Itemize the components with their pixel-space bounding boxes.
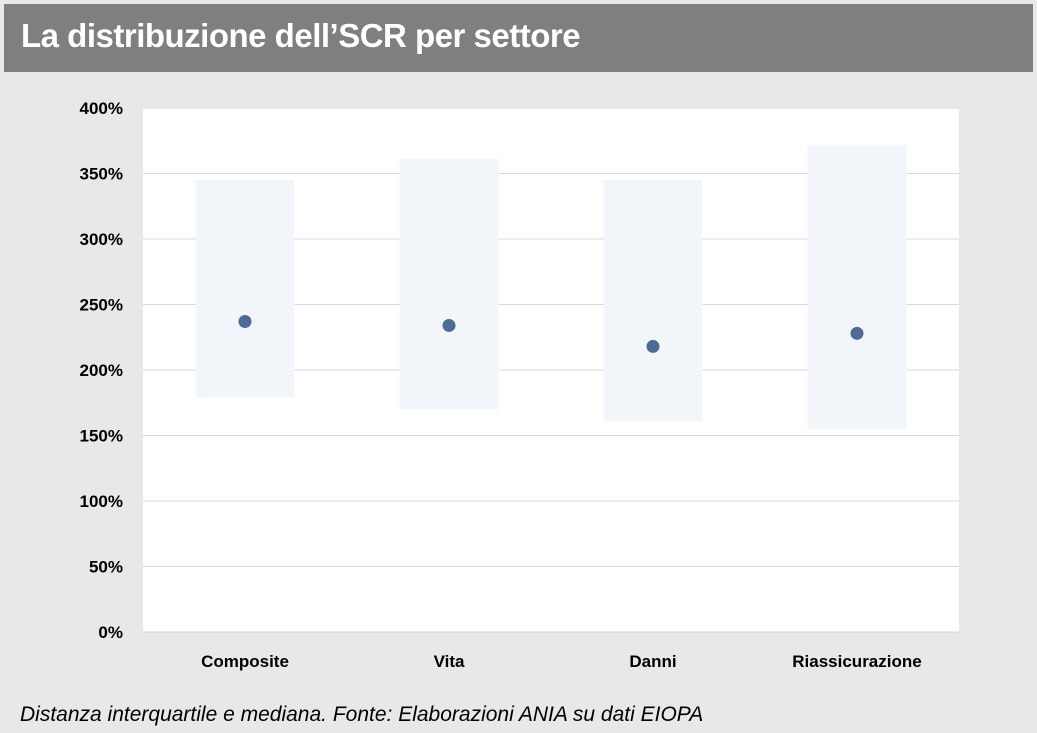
source-caption: Distanza interquartile e mediana. Fonte:… — [20, 703, 704, 726]
median-point — [442, 318, 456, 332]
y-tick-label: 150% — [80, 427, 123, 446]
iqr-band — [807, 144, 907, 429]
x-tick-label: Vita — [434, 652, 465, 671]
y-tick-label: 400% — [80, 99, 123, 118]
iqr-band — [195, 180, 295, 398]
iqr-band — [399, 159, 499, 410]
x-tick-label: Composite — [201, 652, 289, 671]
median-points — [238, 315, 864, 353]
y-tick-label: 300% — [80, 230, 123, 249]
y-tick-labels: 0% 50% 100% 150% 200% 250% 300% 350% 400% — [80, 99, 123, 642]
x-tick-label: Danni — [629, 652, 676, 671]
y-tick-label: 350% — [80, 165, 123, 184]
y-tick-label: 50% — [89, 558, 123, 577]
title-bar: La distribuzione dell’SCR per settore — [4, 4, 1033, 72]
y-tick-label: 200% — [80, 361, 123, 380]
x-tick-labels: Composite Vita Danni Riassicurazione — [201, 652, 922, 671]
median-point — [850, 326, 864, 340]
median-point — [646, 339, 660, 353]
y-tick-label: 0% — [98, 623, 123, 642]
median-point — [238, 315, 252, 329]
x-tick-label: Riassicurazione — [792, 652, 921, 671]
y-tick-label: 100% — [80, 492, 123, 511]
iqr-band — [603, 180, 703, 422]
iqr-bands — [195, 144, 907, 429]
y-tick-label: 250% — [80, 296, 123, 315]
chart-title: La distribuzione dell’SCR per settore — [21, 17, 581, 54]
